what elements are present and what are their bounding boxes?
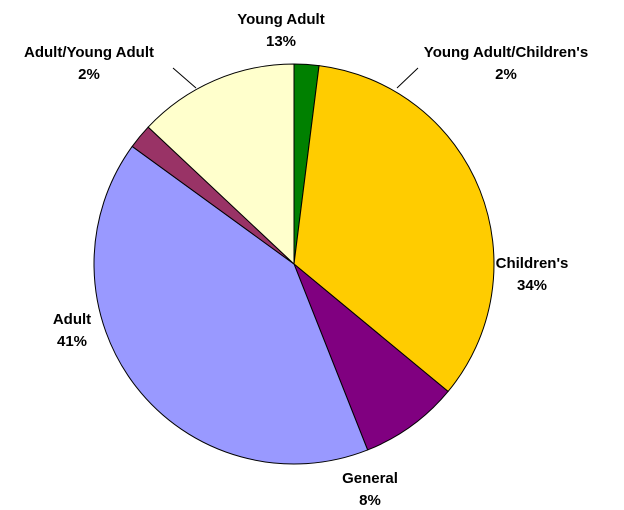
- pie-slice-general: [293, 263, 449, 451]
- leader-line: [172, 67, 197, 89]
- slice-percent-label: 2%: [495, 66, 517, 83]
- slice-name-label: Young Adult: [237, 11, 324, 28]
- slice-name-label: Young Adult/Children's: [424, 44, 588, 61]
- leader-line: [396, 67, 419, 89]
- slice-labels: Young Adult/Children's 2% Children's 34% Gen…: [24, 11, 588, 509]
- slice-percent-label: 13%: [266, 33, 296, 50]
- pie-slice-children-s: [293, 65, 495, 393]
- slice-name-label: General: [342, 470, 398, 487]
- slice-name-label: Adult/Young Adult: [24, 44, 154, 61]
- pie-slice-adult: [93, 145, 369, 465]
- pie-slices: [93, 63, 495, 465]
- pie-slice-young-adult: [147, 63, 295, 266]
- slice-percent-label: 8%: [359, 492, 381, 509]
- slice-percent-label: 2%: [78, 66, 100, 83]
- slice-name-label: Children's: [496, 255, 569, 272]
- leader-lines: [172, 67, 419, 89]
- slice-percent-label: 34%: [517, 277, 547, 294]
- slice-name-label: Adult: [53, 311, 91, 328]
- slice-percent-label: 41%: [57, 333, 87, 350]
